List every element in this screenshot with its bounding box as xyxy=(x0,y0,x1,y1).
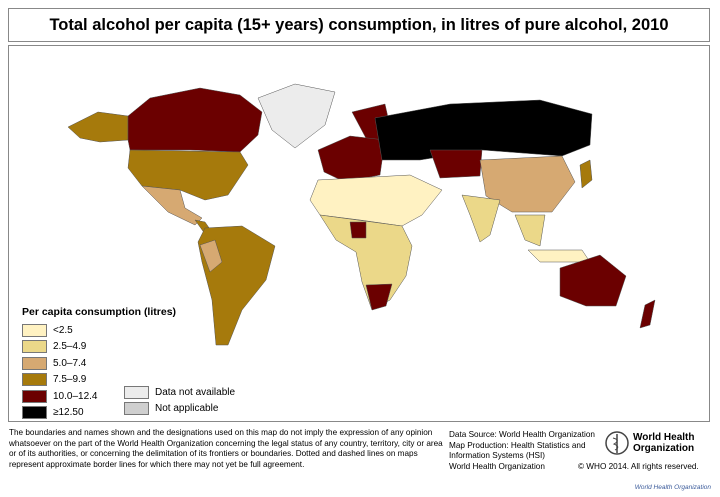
source-line: World Health Organization xyxy=(449,461,545,471)
map-title: Total alcohol per capita (15+ years) con… xyxy=(8,8,710,42)
legend-item: 7.5–9.9 xyxy=(22,372,176,389)
source-line: Information Systems (HSI) xyxy=(449,451,545,460)
data-source: Data Source: World Health Organization M… xyxy=(449,430,595,472)
region-western-europe xyxy=(317,135,386,183)
region-central-asia xyxy=(429,149,483,179)
legend-item: Data not available xyxy=(124,384,235,401)
region-japan xyxy=(579,159,593,189)
legend-label: <2.5 xyxy=(53,324,73,336)
legend-item: 2.5–4.9 xyxy=(22,339,176,356)
region-china xyxy=(479,155,576,213)
region-usa xyxy=(127,149,249,201)
source-line: Map Production: Health Statistics and xyxy=(449,440,586,450)
region-mexico xyxy=(141,185,203,226)
legend-label: 2.5–4.9 xyxy=(53,341,87,353)
region-alaska xyxy=(67,111,129,143)
region-se-asia xyxy=(514,214,546,247)
region-australia xyxy=(559,254,627,307)
legend-item: 10.0–12.4 xyxy=(22,388,176,405)
region-andes xyxy=(199,239,223,273)
legend-label: 10.0–12.4 xyxy=(53,390,98,402)
who-emblem-icon xyxy=(605,431,629,455)
legend-item: <2.5 xyxy=(22,322,176,339)
region-new-zealand xyxy=(639,299,656,329)
region-nigeria xyxy=(349,221,367,239)
legend-swatch xyxy=(22,323,47,337)
who-logo: World Health Organization xyxy=(604,430,694,456)
region-greenland xyxy=(257,83,336,149)
logo-text: World Health xyxy=(633,432,695,443)
legend-swatch xyxy=(124,402,149,416)
legend-swatch xyxy=(124,385,149,399)
region-canada xyxy=(127,87,263,153)
legend-label: Not applicable xyxy=(155,403,219,415)
region-southern-africa xyxy=(365,283,393,311)
legend-label: Data not available xyxy=(155,386,236,398)
copyright: © WHO 2014. All rights reserved. xyxy=(578,462,699,471)
legend-swatch xyxy=(22,373,47,387)
legend-swatch xyxy=(22,389,47,403)
legend-other: Data not available Not applicable xyxy=(124,384,235,417)
legend-label: 5.0–7.4 xyxy=(53,357,87,369)
region-indonesia xyxy=(527,249,591,263)
region-india xyxy=(461,194,501,243)
title-text: Total alcohol per capita (15+ years) con… xyxy=(49,15,669,34)
map-frame xyxy=(8,45,710,422)
legend-label: ≥12.50 xyxy=(53,407,84,419)
region-russia xyxy=(374,99,593,161)
who-link[interactable]: World Health Organization xyxy=(634,484,711,491)
legend-item: Not applicable xyxy=(124,401,235,418)
legend-swatch xyxy=(22,356,47,370)
legend-item: ≥12.50 xyxy=(22,405,176,422)
disclaimer: The boundaries and names shown and the d… xyxy=(9,428,443,469)
legend-item: 5.0–7.4 xyxy=(22,355,176,372)
legend-label: 7.5–9.9 xyxy=(53,374,87,386)
logo-text: Organization xyxy=(633,443,695,454)
legend-title: Per capita consumption (litres) xyxy=(22,306,177,318)
legend: Per capita consumption (litres) <2.5 2.5… xyxy=(22,306,176,421)
source-line: Data Source: World Health Organization xyxy=(449,430,595,439)
legend-swatch xyxy=(22,406,47,420)
legend-swatch xyxy=(22,340,47,354)
